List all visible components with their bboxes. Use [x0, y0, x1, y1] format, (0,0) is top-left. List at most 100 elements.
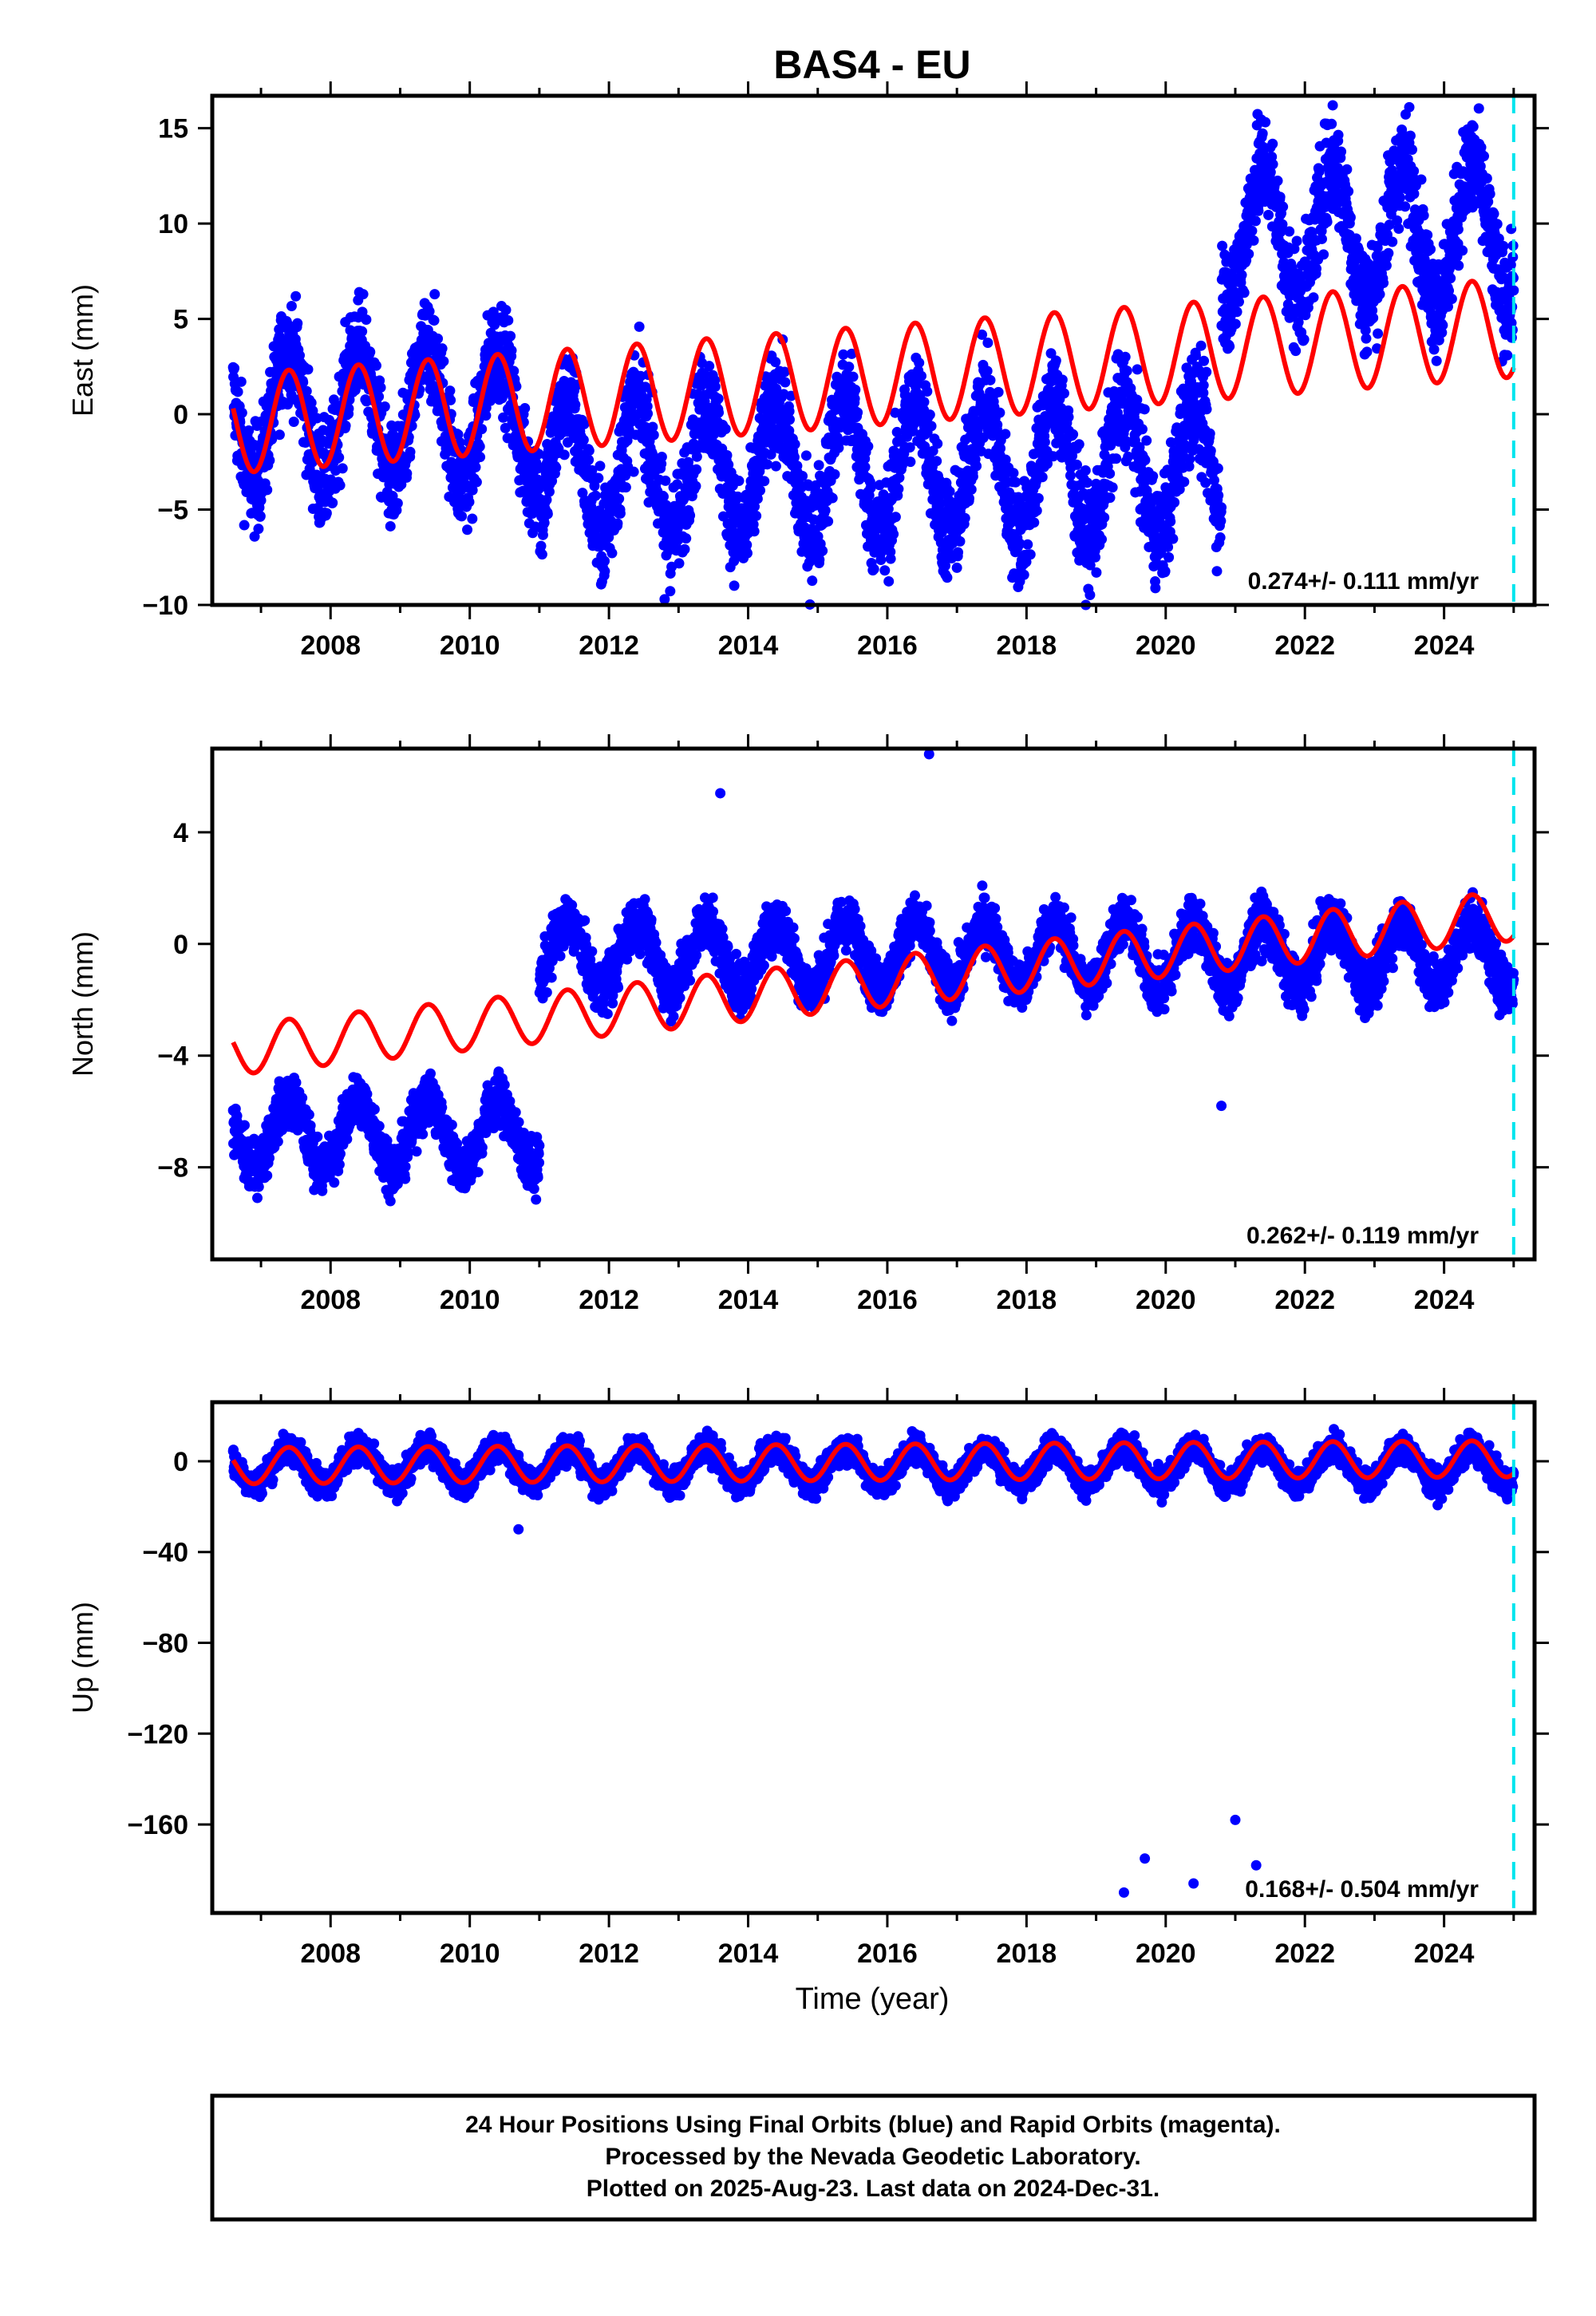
east-observation-point: [595, 460, 606, 472]
east-observation-point: [321, 508, 332, 519]
east-x-tick-label: 2020: [1136, 630, 1196, 661]
east-observation-point: [1445, 273, 1456, 284]
east-observation-point: [875, 555, 887, 566]
east-y-tick-label: −10: [142, 591, 188, 621]
east-observation-point: [462, 524, 473, 536]
east-y-tick-label: 15: [158, 114, 188, 144]
east-observation-point: [578, 434, 589, 445]
east-observation-point: [253, 524, 264, 535]
east-observation-point: [370, 360, 381, 371]
east-observation-point: [1025, 549, 1036, 560]
east-observation-point: [966, 484, 977, 495]
east-observation-point: [361, 314, 372, 326]
east-observation-point: [614, 508, 626, 519]
east-observation-point: [951, 562, 962, 573]
east-observation-point: [302, 364, 314, 375]
east-observation-point: [1165, 516, 1176, 527]
east-observation-point: [470, 461, 481, 472]
east-observation-point: [583, 454, 595, 465]
east-observation-point: [438, 356, 449, 367]
east-rate-label: 0.274+/- 0.111 mm/yr: [1248, 568, 1479, 595]
east-observation-point: [387, 491, 398, 502]
east-observation-point: [1400, 201, 1411, 212]
east-observation-point: [992, 419, 1003, 430]
east-observation-point: [800, 450, 812, 461]
east-observation-point: [1224, 341, 1235, 352]
east-observation-point: [762, 459, 773, 470]
east-observation-point: [982, 338, 994, 349]
east-observation-point: [456, 511, 468, 522]
east-observation-point: [1204, 428, 1215, 439]
east-observation-point: [539, 517, 550, 528]
east-observation-point: [476, 424, 488, 435]
east-observation-point: [474, 441, 485, 452]
east-observation-point: [628, 466, 639, 477]
east-x-tick-label: 2008: [300, 630, 361, 661]
east-observation-point: [833, 442, 844, 453]
east-observation-point: [1037, 472, 1048, 483]
east-observation-point: [433, 333, 444, 344]
east-observation-point: [807, 575, 818, 587]
east-observation-point: [1141, 435, 1152, 446]
north-observation-point: [262, 1170, 273, 1181]
east-observation-point: [1387, 236, 1398, 247]
east-observation-point: [788, 452, 800, 463]
east-observation-point: [1167, 533, 1179, 544]
east-observation-point: [964, 492, 975, 504]
east-observation-point: [720, 423, 731, 434]
east-observation-point: [306, 397, 317, 409]
east-observation-point: [1000, 429, 1011, 440]
east-observation-point: [1437, 320, 1448, 331]
east-observation-point: [1457, 245, 1468, 256]
east-observation-point: [537, 529, 548, 540]
east-observation-point: [1468, 121, 1479, 132]
east-observation-point: [918, 397, 930, 408]
east-observation-point: [1321, 216, 1333, 227]
east-observation-point: [1057, 374, 1068, 385]
east-observation-point: [780, 377, 791, 388]
east-observation-point: [1326, 118, 1337, 129]
east-observation-point: [292, 318, 303, 329]
east-observation-point: [823, 516, 834, 527]
east-x-tick-label: 2022: [1274, 630, 1335, 661]
east-observation-point: [1107, 482, 1118, 493]
east-observation-point: [759, 476, 770, 487]
east-observation-point: [1481, 173, 1492, 184]
east-observation-point: [690, 480, 701, 492]
east-observation-point: [1453, 260, 1464, 271]
east-observation-point: [1373, 328, 1384, 339]
east-observation-point: [1508, 285, 1519, 296]
east-observation-point: [1159, 566, 1171, 577]
east-observation-point: [971, 460, 982, 472]
east-observation-point: [942, 572, 953, 583]
east-observation-point: [868, 563, 879, 575]
east-observation-point: [883, 575, 895, 587]
east-observation-point: [749, 526, 760, 537]
east-observation-point: [1488, 208, 1499, 219]
east-observation-point: [464, 496, 475, 508]
east-observation-point: [437, 343, 448, 354]
east-observation-point: [993, 386, 1004, 397]
north-observations: [227, 749, 1519, 1207]
east-observation-point: [890, 512, 901, 523]
east-observation-point: [612, 518, 623, 529]
east-observation-point: [1150, 583, 1161, 594]
east-y-tick-label: 0: [173, 400, 188, 430]
east-x-tick-label: 2024: [1414, 630, 1475, 661]
east-observation-point: [1431, 355, 1442, 366]
east-observation-point: [1104, 492, 1116, 504]
east-observation-point: [1343, 186, 1354, 197]
east-y-tick-label: 10: [158, 209, 188, 239]
east-observation-point: [681, 533, 692, 544]
east-observation-point: [429, 289, 440, 300]
east-panel: 2008 2010 2012 2014 2016 2018 2020 2022 2024 −10…: [66, 81, 1549, 661]
east-observation-point: [1422, 229, 1433, 240]
east-observation-point: [1473, 103, 1484, 114]
east-observation-point: [1121, 366, 1132, 377]
east-observation-point: [229, 362, 240, 373]
east-observation-point: [1378, 278, 1389, 289]
east-observation-point: [243, 425, 255, 436]
east-observation-point: [475, 452, 486, 463]
east-observation-point: [691, 451, 702, 462]
east-observation-point: [648, 429, 659, 441]
